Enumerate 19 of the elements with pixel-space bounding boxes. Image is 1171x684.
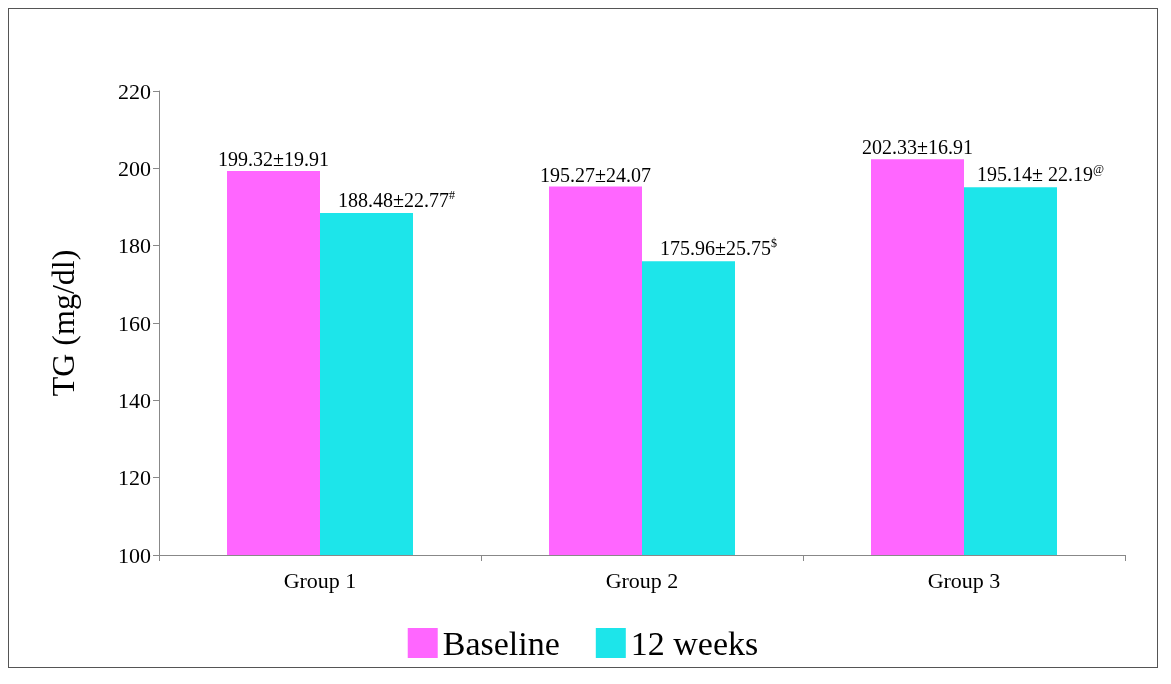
data-label: 195.14± 22.19@ bbox=[976, 162, 1105, 186]
x-tick-label: Group 3 bbox=[927, 567, 1001, 593]
y-tick-label: 140 bbox=[118, 387, 151, 413]
data-label: 202.33±16.91 bbox=[862, 136, 973, 159]
y-tick-label: 220 bbox=[118, 78, 151, 104]
y-tick-label: 180 bbox=[118, 233, 151, 259]
data-label: 199.32±19.91 bbox=[218, 147, 329, 170]
x-tick-label: Group 2 bbox=[605, 567, 679, 593]
legend-label: 12 weeks bbox=[630, 624, 759, 662]
y-axis-title: TG (mg/dl) bbox=[45, 249, 81, 397]
y-tick-label: 100 bbox=[118, 542, 151, 568]
x-tick-label: Group 1 bbox=[283, 567, 357, 593]
data-label: 175.96±25.75$ bbox=[660, 236, 777, 260]
y-tick-label: 120 bbox=[118, 465, 151, 491]
data-label: 195.27±24.07 bbox=[540, 163, 651, 186]
data-label: 188.48±22.77# bbox=[338, 187, 455, 211]
legend-label: Baseline bbox=[442, 624, 560, 662]
y-tick-label: 160 bbox=[118, 310, 151, 336]
y-tick-label: 200 bbox=[118, 155, 151, 181]
